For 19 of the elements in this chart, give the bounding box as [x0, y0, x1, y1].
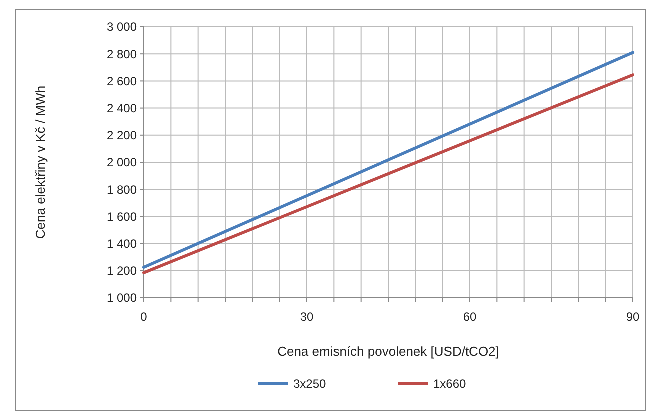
x-axis-title: Cena emisních povolenek [USD/tCO2]	[278, 344, 500, 359]
y-tick-label: 2 600	[106, 74, 138, 88]
y-tick-label: 1 000	[106, 291, 138, 306]
y-tick-label: 2 800	[106, 47, 138, 62]
x-tick-label: 30	[300, 310, 314, 324]
y-tick-label: 1 200	[106, 264, 138, 278]
y-tick-label: 1 800	[106, 182, 138, 197]
x-tick-label: 0	[140, 310, 148, 324]
y-tick-label: 2 400	[106, 102, 138, 116]
y-tick-label: 1 600	[106, 210, 138, 224]
y-tick-label: 1 400	[106, 237, 138, 251]
x-tick-label: 90	[626, 310, 640, 324]
legend-label: 3x250	[294, 377, 327, 392]
y-axis-title: Cena elektřiny v Kč / MWh	[33, 86, 48, 240]
y-tick-label: 3 000	[106, 20, 138, 34]
legend-label: 1x660	[434, 377, 467, 392]
x-tick-label: 60	[463, 310, 477, 324]
y-tick-label: 2 200	[106, 128, 138, 143]
y-tick-label: 2 000	[106, 156, 138, 170]
